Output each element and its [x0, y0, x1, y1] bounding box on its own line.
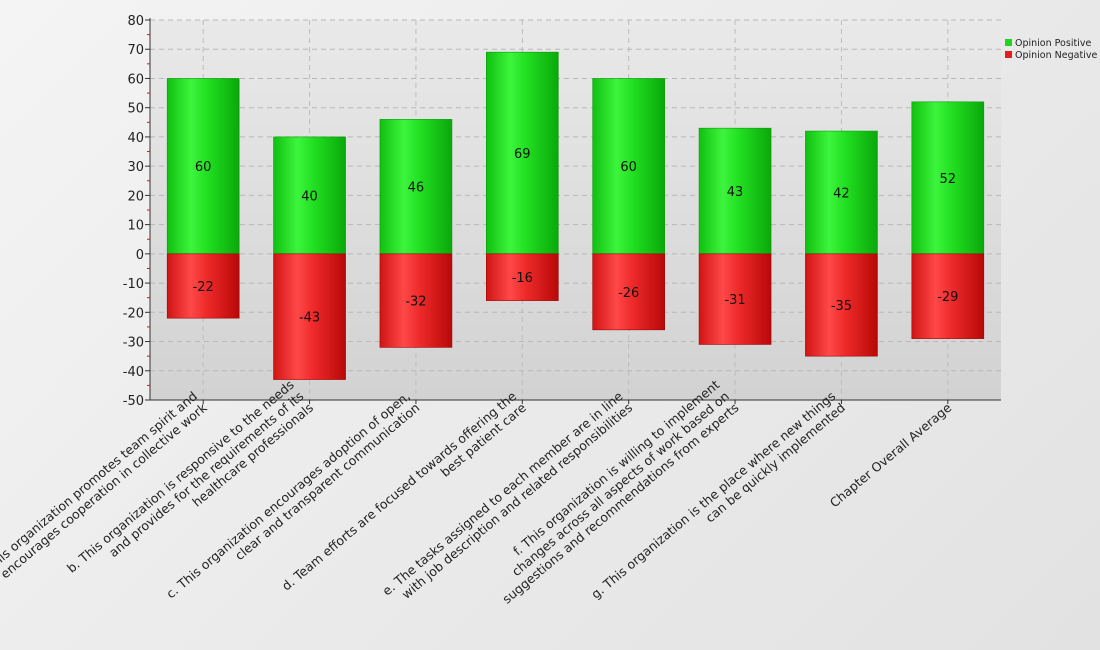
- data-label-negative: -26: [618, 286, 639, 301]
- y-tick-label: 80: [127, 14, 144, 29]
- bar-negative: [805, 253, 878, 357]
- data-label-positive: 43: [727, 185, 744, 200]
- bar-positive: [592, 78, 665, 255]
- y-tick-label: -50: [123, 394, 144, 409]
- y-tick-label: 20: [127, 189, 144, 204]
- y-tick-label: -40: [123, 365, 144, 380]
- data-label-negative: -31: [724, 293, 745, 308]
- y-tick-label: -20: [123, 306, 144, 321]
- data-label-positive: 60: [195, 160, 212, 175]
- bar-negative: [592, 253, 665, 331]
- legend-label: Opinion Positive: [1015, 38, 1091, 49]
- bar-positive: [805, 130, 878, 255]
- bar-positive: [698, 127, 772, 255]
- category-labels: a. This organization promotes team spiri…: [0, 377, 955, 607]
- data-label-positive: 40: [301, 189, 318, 204]
- data-label-negative: -43: [299, 311, 320, 326]
- y-tick-label: -10: [123, 277, 144, 292]
- category-label-line: Chapter Overall Average: [827, 400, 955, 511]
- bar-negative: [911, 253, 985, 339]
- y-tick-label: -30: [123, 336, 144, 351]
- bar-negative: [379, 253, 453, 348]
- legend-swatch: [1005, 51, 1012, 58]
- bar-negative: [166, 253, 240, 319]
- y-tick-label: 40: [127, 131, 144, 146]
- y-tick-label: 50: [127, 102, 144, 117]
- bar-positive: [911, 101, 985, 255]
- bar-positive: [486, 51, 559, 255]
- data-label-negative: -35: [831, 299, 852, 314]
- y-tick-label: 70: [127, 43, 144, 58]
- bar-positive: [379, 119, 453, 255]
- legend-label: Opinion Negative: [1015, 50, 1097, 61]
- data-label-negative: -29: [937, 290, 958, 305]
- data-label-positive: 69: [514, 147, 531, 162]
- bar-negative: [486, 253, 559, 301]
- bar-positive: [273, 136, 346, 255]
- data-label-positive: 42: [833, 186, 850, 201]
- axes: [149, 18, 1001, 401]
- data-label-positive: 52: [940, 172, 957, 187]
- bar-negative: [698, 253, 772, 345]
- data-label-positive: 60: [620, 160, 637, 175]
- bar-positive: [166, 78, 240, 255]
- y-axis-ticks: 80 70 60 50 40 30 20 10 0 -10 -20 -30 -40 -50: [123, 14, 150, 409]
- data-label-negative: -22: [193, 280, 214, 295]
- y-tick-label: 10: [127, 219, 144, 234]
- bar-negative: [273, 253, 346, 380]
- data-label-negative: -16: [512, 271, 533, 286]
- bars: 60 -22 40 -43 46 -32 69 -16 60 -26 43 -31 42 -35 52 -29: [166, 51, 985, 380]
- legend-swatch: [1005, 39, 1012, 46]
- y-tick-label: 0: [136, 248, 144, 263]
- data-label-negative: -32: [405, 295, 426, 310]
- category-label: Chapter Overall Average: [827, 400, 955, 511]
- y-tick-label: 60: [127, 72, 144, 87]
- y-tick-label: 30: [127, 160, 144, 175]
- data-label-positive: 46: [408, 181, 425, 196]
